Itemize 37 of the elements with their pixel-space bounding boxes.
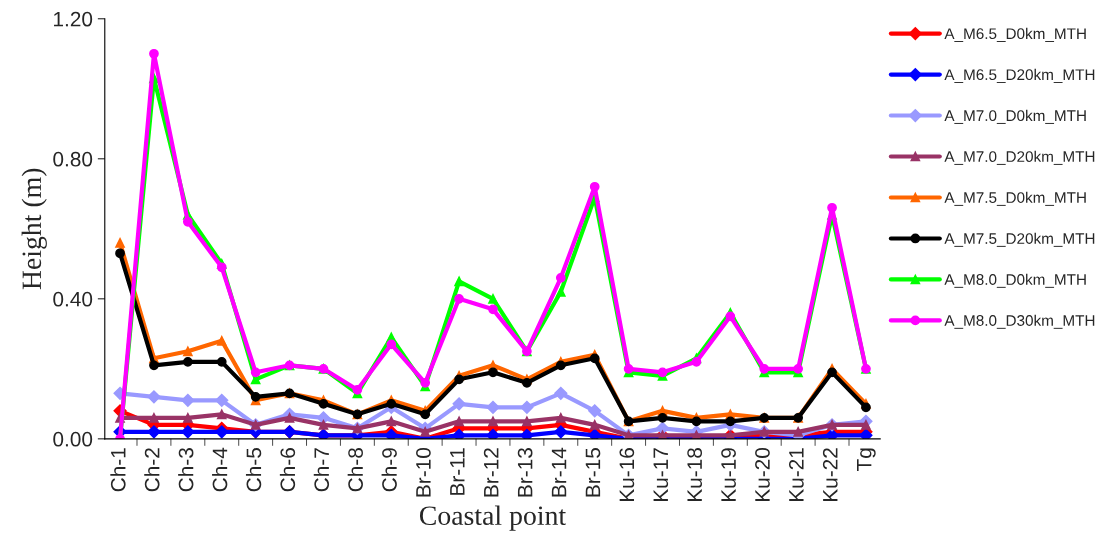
x-tick-label: Br-10 [416,447,431,497]
y-tick-label: 0.80 [53,151,93,167]
x-tick-label: Ch-7 [313,448,330,492]
x-tick-label: Tg [857,448,876,472]
x-tick-label: Ku-17 [653,448,669,502]
y-axis-title: Height (m) [21,168,47,290]
x-axis-title: Coastal point [419,505,567,531]
x-tick-label: Br-15 [585,448,601,497]
x-tick-label: Ch-1 [110,448,126,492]
x-tick-label: Ku-16 [619,448,635,502]
x-tick-label: Ch-6 [279,448,296,492]
x-tick-label: Ch-9 [381,448,397,492]
x-tick-label: Ch-5 [245,448,262,492]
y-tick-label: 0.40 [53,291,93,307]
x-tick-label: Ku-19 [721,448,736,502]
x-tick-label: Ch-8 [347,448,363,492]
y-tick-label: 0.00 [53,431,93,447]
x-tick-label: Ch-3 [178,448,194,492]
x-tick-label: Ku-22 [822,448,838,502]
legend-label: A_M8.0_D0km_MTH [944,273,1086,288]
x-tick-label: Br-11 [450,448,465,495]
legend-label: A_M7.5_D0km_MTH [944,191,1086,206]
x-tick-label: Br-12 [483,448,499,497]
legend-label: A_M6.5_D0km_MTH [944,27,1086,42]
legend-label: A_M7.0_D20km_MTH [944,150,1095,165]
x-tick-label: Ku-18 [687,448,703,502]
x-tick-label: Ku-21 [788,448,804,502]
x-tick-label: Ch-2 [144,448,160,492]
x-tick-label: Br-13 [517,448,533,497]
legend-label: A_M6.5_D20km_MTH [944,68,1095,83]
legend-label: A_M7.5_D20km_MTH [944,232,1095,247]
x-tick-label: Ku-20 [755,447,770,502]
x-tick-label: Ch-4 [212,447,228,492]
x-tick-label: Br-14 [551,447,567,497]
legend-label: A_M7.0_D0km_MTH [944,109,1086,124]
y-tick-label: 1.20 [54,11,93,27]
legend-label: A_M8.0_D30km_MTH [944,314,1095,329]
